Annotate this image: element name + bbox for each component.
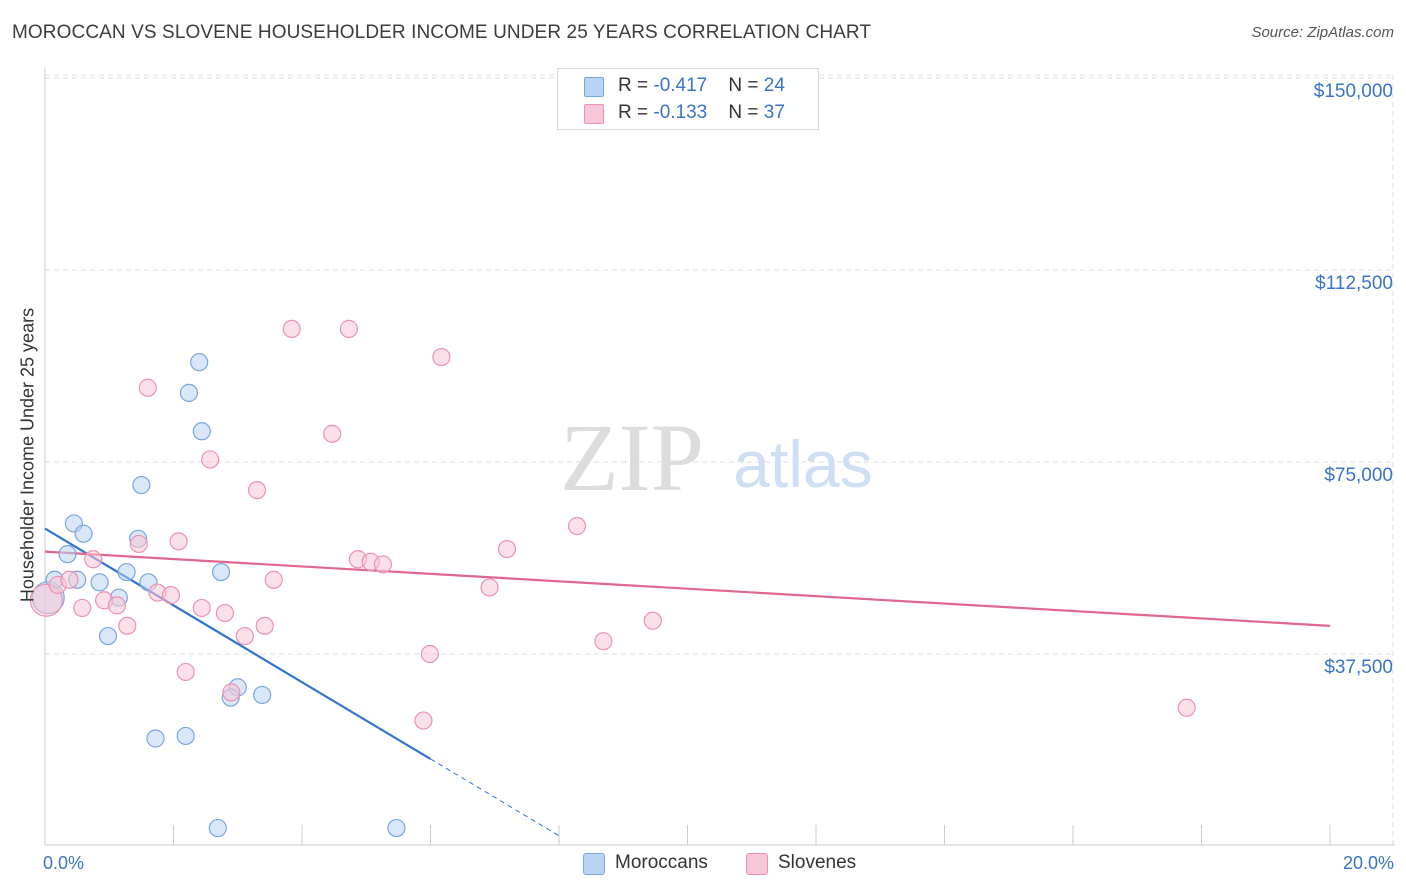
data-point-moroccans (211, 562, 231, 582)
data-point-moroccans (208, 818, 227, 838)
data-point-slovenes (222, 683, 241, 702)
data-point-moroccans (58, 545, 77, 564)
data-point-slovenes (594, 632, 613, 651)
data-point-moroccans (176, 726, 195, 746)
trendlines (44, 527, 1331, 837)
data-point-slovenes (107, 596, 127, 615)
data-point-slovenes (169, 532, 188, 551)
gridlines (45, 74, 1395, 845)
data-point-slovenes (432, 347, 451, 367)
y-axis-label: Householder Income Under 25 years (17, 307, 38, 603)
y-tick-label: $112,500 (1315, 273, 1393, 294)
legend-r-label: R = (618, 75, 654, 96)
data-point-moroccans (253, 685, 272, 705)
data-point-slovenes (235, 626, 254, 646)
data-point-slovenes (60, 570, 79, 589)
series-swatch-moroccans (583, 853, 605, 875)
data-point-moroccans (74, 524, 93, 543)
y-tick-label: $75,000 (1324, 465, 1393, 486)
watermark-atlas: atlas (733, 427, 872, 501)
data-point-moroccans (179, 383, 199, 402)
data-point-slovenes (215, 603, 234, 623)
data-point-moroccans (192, 422, 211, 441)
data-point-slovenes (201, 450, 220, 469)
data-point-slovenes (129, 534, 148, 554)
data-point-moroccans (387, 818, 406, 838)
data-point-slovenes (414, 711, 433, 730)
y-tick-label: $150,000 (1314, 81, 1393, 102)
series-swatch-slovenes (746, 853, 768, 875)
legend-n-value-moroccans: 24 (763, 75, 785, 96)
trendline-moroccans (44, 527, 432, 760)
x-tick-label-min: 0.0% (43, 853, 84, 873)
data-point-slovenes (84, 550, 103, 569)
data-point-slovenes (339, 319, 359, 338)
legend-swatch-slovenes (584, 104, 604, 124)
data-point-slovenes (138, 378, 157, 397)
data-points (29, 319, 1196, 838)
legend-n-value-slovenes: 37 (763, 102, 785, 123)
watermark: ZIP atlas (560, 404, 873, 511)
legend-r-label: R = (618, 102, 654, 123)
series-label-moroccans: Moroccans (615, 852, 708, 873)
data-point-slovenes (323, 424, 342, 443)
trendline-slovenes (44, 550, 1331, 627)
data-point-slovenes (264, 570, 283, 589)
source-credit: Source: ZipAtlas.com (1251, 24, 1394, 41)
data-point-slovenes (118, 616, 137, 635)
data-point-moroccans (146, 729, 165, 748)
data-point-moroccans (98, 626, 118, 646)
chart-title: MOROCCAN VS SLOVENE HOUSEHOLDER INCOME U… (12, 22, 872, 43)
data-point-slovenes (643, 611, 662, 630)
correlation-legend: R = -0.417 N = 24 R = -0.133 N = 37 (557, 68, 819, 130)
data-point-slovenes (1177, 698, 1196, 717)
data-point-slovenes (176, 662, 195, 682)
x-tick-labels: 0.0% 20.0% (43, 853, 1394, 873)
data-point-slovenes (480, 578, 499, 597)
data-point-slovenes (373, 555, 393, 574)
data-point-slovenes (255, 616, 274, 635)
legend-swatch-moroccans (584, 77, 604, 97)
legend-r-value-slovenes: -0.133 (653, 102, 708, 123)
data-point-slovenes (161, 586, 181, 605)
x-tick-label-max: 20.0% (1343, 853, 1394, 873)
data-point-moroccans (132, 475, 151, 495)
data-point-moroccans (117, 562, 136, 582)
y-tick-labels: $37,500 $75,000 $112,500 $150,000 (1314, 81, 1393, 678)
watermark-zip: ZIP (560, 404, 704, 511)
data-point-slovenes (282, 319, 301, 338)
data-point-slovenes (567, 516, 587, 536)
data-point-moroccans (190, 353, 209, 372)
legend-n-label: N = (728, 102, 764, 123)
series-label-slovenes: Slovenes (778, 852, 857, 873)
y-tick-label: $37,500 (1324, 657, 1393, 678)
data-point-slovenes (497, 539, 517, 559)
axes (44, 68, 1395, 846)
data-point-slovenes (420, 644, 439, 664)
trendline-extension-moroccans (430, 758, 560, 837)
legend-r-value-moroccans: -0.417 (653, 75, 708, 96)
data-point-slovenes (192, 598, 211, 618)
data-point-slovenes (247, 481, 267, 500)
data-point-moroccans (90, 573, 109, 592)
legend-n-label: N = (728, 75, 764, 96)
data-point-slovenes (73, 598, 92, 618)
